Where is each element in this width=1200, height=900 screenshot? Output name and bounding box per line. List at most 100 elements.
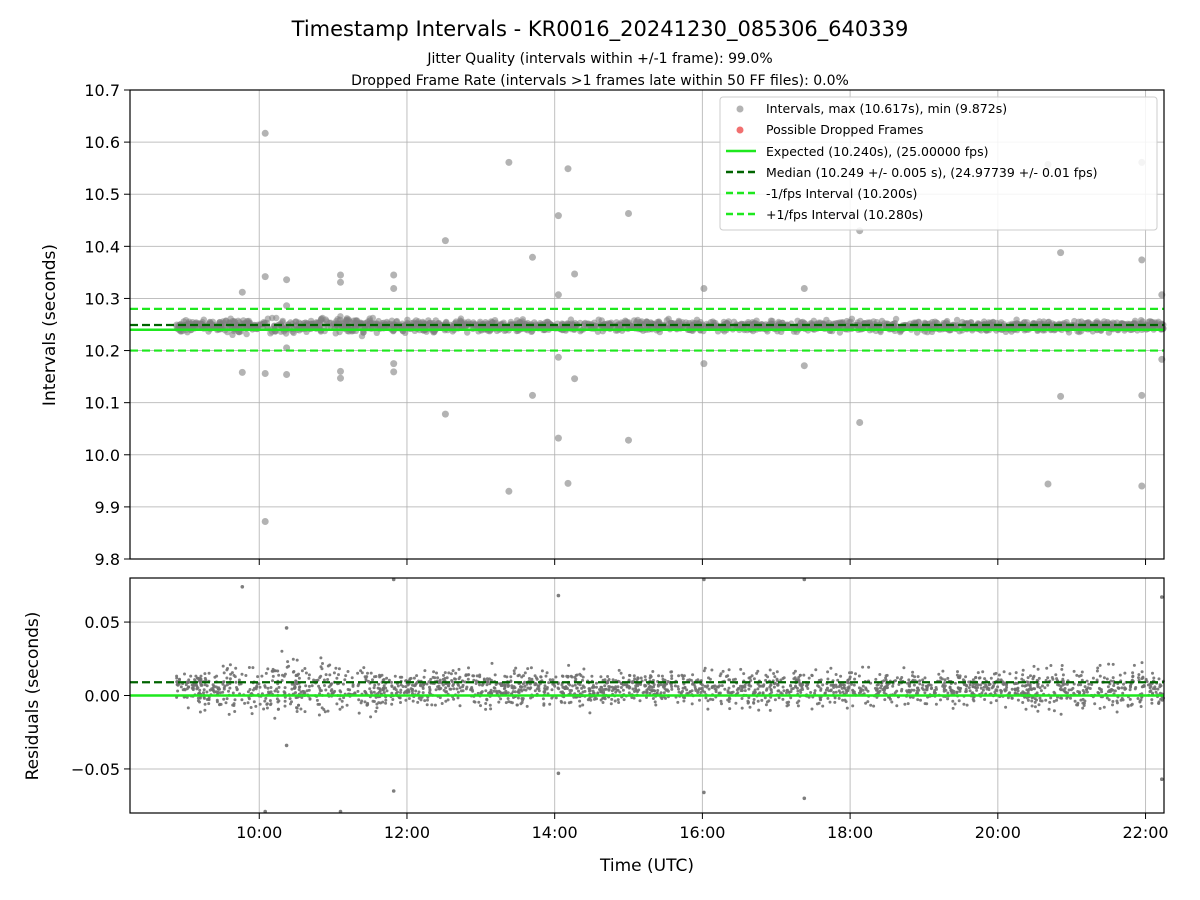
bot-data-point: [425, 703, 429, 707]
bot-data-point: [175, 676, 179, 680]
bot-data-point: [946, 676, 950, 680]
bot-data-point: [611, 678, 615, 682]
bot-data-point: [1032, 675, 1035, 679]
bot-data-point: [832, 686, 836, 689]
bot-data-point: [360, 671, 364, 675]
bot-data-point: [264, 696, 268, 700]
bot-data-point: [337, 667, 341, 671]
intervals-panel: 9.8 9.9 10.0 10.1 10.2 10.3 10.4 10.5 10.6 10.7 I…: [40, 81, 1167, 569]
bot-data-point: [795, 701, 799, 705]
top-data-point: [273, 314, 280, 322]
bot-data-point: [832, 683, 835, 687]
bot-data-point: [562, 686, 566, 690]
bot-data-point: [727, 696, 731, 700]
bot-data-point: [664, 688, 668, 692]
bot-data-point: [595, 681, 598, 685]
top-outlier-point: [337, 278, 344, 286]
bot-data-point: [590, 686, 594, 689]
bot-data-point: [348, 688, 352, 692]
bot-data-point: [983, 698, 987, 701]
bot-x-tick-label: 16:00: [679, 823, 725, 842]
bot-data-point: [1102, 676, 1106, 680]
bot-data-point: [1142, 684, 1146, 687]
bot-data-point: [545, 686, 549, 689]
legend-label-minus-fps: -1/fps Interval (10.200s): [766, 186, 917, 201]
bot-data-point: [205, 684, 209, 688]
bot-data-point: [291, 657, 295, 661]
bot-data-point: [1024, 684, 1028, 688]
bot-data-point: [643, 675, 647, 679]
bot-data-point: [499, 697, 503, 701]
bot-data-point: [798, 682, 802, 686]
bot-data-point: [699, 691, 703, 694]
top-outlier-point: [283, 302, 291, 310]
bot-data-point: [939, 698, 942, 702]
bot-data-point: [203, 672, 207, 676]
bot-data-point: [458, 686, 462, 690]
bot-data-point: [749, 684, 753, 688]
bot-data-point: [607, 685, 611, 688]
bot-data-point: [618, 690, 622, 694]
bot-data-point: [495, 691, 499, 694]
bot-data-point: [581, 703, 585, 707]
bot-data-point: [211, 683, 215, 687]
bot-data-point: [539, 675, 543, 679]
bot-data-point: [717, 691, 721, 695]
bot-data-point: [718, 674, 722, 678]
top-data-point: [1139, 318, 1146, 325]
bot-data-point: [281, 673, 284, 677]
bot-data-point: [478, 673, 482, 677]
bot-data-point: [734, 701, 738, 705]
bot-data-point: [193, 678, 197, 682]
bot-data-point: [919, 698, 922, 702]
bot-data-point: [324, 673, 328, 677]
bot-data-point: [989, 676, 993, 680]
bot-data-point: [891, 684, 895, 688]
bot-data-point: [384, 698, 388, 702]
top-outlier-point: [1138, 391, 1146, 399]
bot-data-point: [622, 698, 626, 702]
bot-data-point: [221, 664, 225, 668]
bot-data-point: [1049, 696, 1053, 700]
bot-data-point: [797, 676, 801, 679]
bot-data-point: [689, 678, 693, 682]
bot-data-point: [551, 682, 555, 686]
top-data-point: [975, 321, 983, 329]
residuals-x-axis-label: Time (UTC): [599, 856, 694, 876]
top-y-tick-label: 10.0: [84, 446, 120, 465]
bot-data-point: [176, 689, 180, 693]
bot-data-point: [924, 688, 928, 692]
bot-data-point: [964, 675, 968, 679]
bot-data-point: [720, 684, 724, 688]
top-outlier-point: [283, 276, 291, 284]
bot-data-point: [260, 674, 264, 678]
bot-data-point: [847, 681, 851, 685]
bot-data-point: [716, 685, 720, 689]
bot-data-point: [274, 669, 277, 673]
bot-data-point: [772, 672, 776, 675]
bot-data-point: [1072, 669, 1076, 673]
top-outlier-point: [390, 368, 398, 376]
bot-data-point: [943, 681, 947, 685]
bot-data-point: [711, 685, 715, 689]
bot-data-point: [989, 701, 993, 705]
top-data-point: [616, 322, 623, 329]
bot-data-point: [265, 706, 269, 710]
bot-data-point: [516, 696, 520, 700]
top-outlier-point: [700, 360, 708, 368]
bot-data-point: [382, 684, 386, 688]
bot-data-point: [370, 691, 373, 695]
bot-data-point: [487, 691, 490, 695]
top-outlier-point: [564, 165, 572, 173]
bot-data-point: [1121, 691, 1125, 695]
bot-data-point: [1030, 704, 1034, 708]
bot-data-point: [582, 685, 586, 689]
bot-data-point: [686, 691, 690, 695]
bot-data-point: [946, 697, 950, 701]
bot-data-point: [541, 697, 545, 701]
bot-data-point: [1154, 690, 1158, 694]
bot-data-point: [660, 674, 664, 678]
bot-data-point: [273, 716, 277, 720]
top-data-point: [1045, 318, 1053, 325]
bot-data-point: [1029, 687, 1033, 691]
